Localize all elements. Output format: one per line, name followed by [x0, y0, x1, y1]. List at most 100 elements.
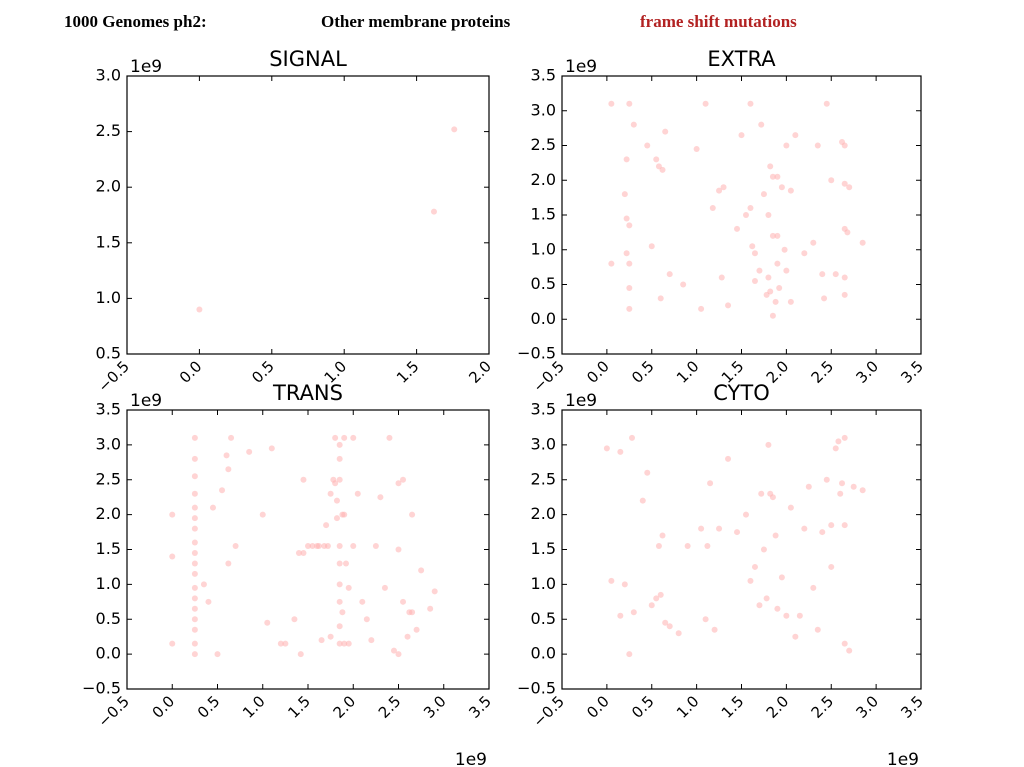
plot-frame: [561, 409, 922, 690]
data-point: [209, 504, 216, 511]
data-point: [336, 441, 343, 448]
data-point: [767, 163, 774, 170]
y-tick-label: 2.0: [531, 504, 556, 523]
data-point: [814, 142, 821, 149]
data-point: [191, 651, 198, 658]
data-point: [630, 609, 637, 616]
data-point: [819, 271, 826, 278]
data-point: [336, 476, 343, 483]
chart-panel-cyto: −0.5 0.0 0.5 1.0 1.5 2.0 2.5 3.0 3.5 −0.5 0.0 0.5 1.…: [517, 381, 927, 767]
data-point: [644, 142, 651, 149]
data-point: [801, 525, 808, 532]
y-tick-label: 3.5: [96, 400, 121, 419]
data-point: [832, 271, 839, 278]
data-point: [626, 651, 633, 658]
data-point: [345, 584, 352, 591]
data-point: [191, 434, 198, 441]
y-tick-label: 3.0: [96, 66, 121, 85]
data-point: [837, 490, 844, 497]
data-point: [630, 121, 637, 128]
y-offset-label: 1e9: [130, 391, 162, 411]
data-point: [336, 623, 343, 630]
data-point: [702, 100, 709, 107]
data-point: [169, 640, 176, 647]
x-tick-label: −0.5: [530, 692, 568, 730]
data-point: [718, 274, 725, 281]
data-point: [191, 595, 198, 602]
data-point: [305, 543, 311, 550]
data-point: [644, 469, 651, 476]
data-point: [400, 476, 407, 483]
data-point: [821, 295, 828, 302]
data-point: [225, 560, 232, 567]
data-point: [277, 640, 284, 647]
data-point: [765, 274, 772, 281]
data-point: [327, 490, 334, 497]
y-tick-label: 2.5: [96, 469, 121, 488]
data-point: [169, 511, 176, 518]
y-tick-label: −0.5: [82, 679, 121, 698]
data-point: [684, 543, 691, 550]
data-point: [332, 434, 339, 441]
y-tick-label: 1.0: [96, 288, 121, 307]
data-point: [778, 184, 785, 191]
data-point: [451, 126, 458, 133]
data-point: [318, 637, 325, 644]
data-point: [223, 452, 230, 459]
data-point: [720, 184, 727, 191]
y-tick-label: 2.5: [96, 121, 121, 140]
data-point: [400, 598, 407, 605]
data-point: [626, 284, 633, 291]
y-tick-label: 0.0: [96, 644, 121, 663]
data-point: [354, 490, 361, 497]
data-point: [763, 595, 770, 602]
data-point: [747, 577, 754, 584]
chart-title: CYTO: [713, 381, 769, 405]
data-point: [191, 584, 198, 591]
data-point: [666, 271, 673, 278]
data-point: [232, 543, 239, 550]
data-point: [648, 243, 655, 250]
data-point: [648, 602, 655, 609]
data-point: [621, 581, 628, 588]
data-point: [657, 295, 664, 302]
data-point: [324, 543, 331, 550]
data-point: [783, 142, 790, 149]
x-tick-label: 2.0: [330, 692, 360, 722]
y-tick-label: 0.0: [531, 309, 556, 328]
data-point: [339, 609, 346, 616]
y-offset-label: 1e9: [565, 391, 597, 411]
x-tick-label: 2.5: [808, 357, 838, 387]
data-point: [846, 647, 853, 654]
data-point: [841, 291, 848, 298]
y-tick-label: 2.0: [96, 504, 121, 523]
data-point: [626, 222, 633, 229]
data-point: [345, 640, 352, 647]
data-point: [787, 187, 794, 194]
data-point: [343, 560, 350, 567]
data-point: [832, 445, 839, 452]
data-point: [839, 480, 846, 487]
data-point: [372, 543, 379, 550]
data-point: [734, 225, 741, 232]
data-point: [653, 595, 660, 602]
data-point: [823, 100, 830, 107]
data-point: [841, 522, 848, 529]
data-point: [359, 598, 366, 605]
data-point: [698, 525, 705, 532]
y-tick-label: 1.5: [96, 232, 121, 251]
data-point: [377, 494, 384, 501]
data-point: [191, 616, 198, 623]
data-point: [350, 543, 357, 550]
data-point: [626, 100, 633, 107]
x-tick-label: −0.5: [95, 357, 133, 395]
data-point: [787, 504, 794, 511]
data-point: [734, 529, 741, 536]
data-point: [747, 100, 754, 107]
data-point: [363, 616, 370, 623]
header-mutation-type: frame shift mutations: [640, 12, 797, 31]
data-point: [702, 616, 709, 623]
data-point: [626, 305, 633, 312]
data-point: [191, 504, 198, 511]
x-tick-label: 2.5: [808, 692, 838, 722]
